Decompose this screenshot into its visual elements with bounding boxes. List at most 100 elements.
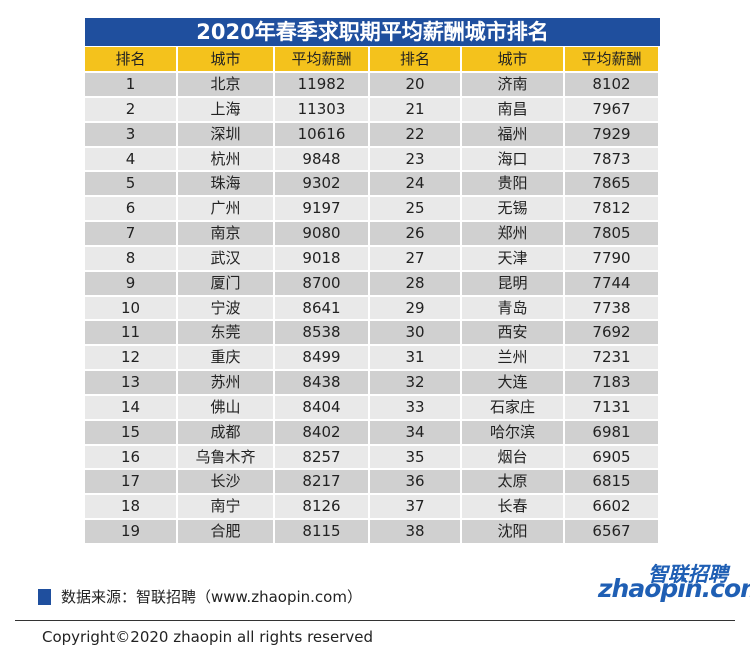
table-cell: 34 <box>370 420 462 446</box>
table-cell: 8438 <box>275 371 370 396</box>
table-cell: 西安 <box>462 321 565 347</box>
source-marker <box>38 589 51 605</box>
table-cell: 成都 <box>178 420 275 446</box>
table-cell: 4 <box>85 147 178 173</box>
table-cell: 7131 <box>565 395 660 421</box>
table-cell: 9080 <box>275 222 370 247</box>
table-cell: 38 <box>370 520 462 545</box>
table-cell: 长春 <box>462 495 565 521</box>
table-cell: 33 <box>370 395 462 421</box>
logo-en: zhaopin.com <box>598 574 750 603</box>
table-cell: 宁波 <box>178 296 275 322</box>
table-cell: 28 <box>370 271 462 297</box>
table-cell: 天津 <box>462 246 565 272</box>
table-cell: 32 <box>370 371 462 396</box>
table-cell: 7865 <box>565 172 660 198</box>
table-cell: 珠海 <box>178 172 275 198</box>
source: 数据来源：智联招聘（www.zhaopin.com） <box>61 588 362 606</box>
table-cell: 10 <box>85 296 178 322</box>
table-cell: 1 <box>85 73 178 98</box>
table-cell: 7812 <box>565 197 660 223</box>
table-cell: 27 <box>370 246 462 272</box>
logo-cn: 智联招聘 <box>648 562 728 586</box>
table-cell: 城市 <box>178 47 275 73</box>
table-cell: 合肥 <box>178 520 275 545</box>
table-cell: 5 <box>85 172 178 198</box>
table-cell: 7929 <box>565 122 660 148</box>
table-cell: 大连 <box>462 371 565 396</box>
table-cell: 21 <box>370 97 462 123</box>
table-cell: 排名 <box>85 47 178 73</box>
table-cell: 35 <box>370 445 462 471</box>
table-cell: 7183 <box>565 371 660 396</box>
table-cell: 8538 <box>275 321 370 347</box>
table-cell: 8102 <box>565 73 660 98</box>
table-cell: 烟台 <box>462 445 565 471</box>
table-cell: 石家庄 <box>462 395 565 421</box>
table-cell: 37 <box>370 495 462 521</box>
table-cell: 12 <box>85 346 178 372</box>
table-cell: 南宁 <box>178 495 275 521</box>
table-cell: 8402 <box>275 420 370 446</box>
table-cell: 6602 <box>565 495 660 521</box>
table-cell: 排名 <box>370 47 462 73</box>
table-cell: 3 <box>85 122 178 148</box>
table-cell: 6905 <box>565 445 660 471</box>
table-cell: 6567 <box>565 520 660 545</box>
table-cell: 22 <box>370 122 462 148</box>
table-cell: 8499 <box>275 346 370 372</box>
table-cell: 31 <box>370 346 462 372</box>
table-cell: 36 <box>370 470 462 496</box>
table-cell: 19 <box>85 520 178 545</box>
table-cell: 9 <box>85 271 178 297</box>
table-cell: 7967 <box>565 97 660 123</box>
table-cell: 24 <box>370 172 462 198</box>
table-cell: 南京 <box>178 222 275 247</box>
table-cell: 厦门 <box>178 271 275 297</box>
table-cell: 8217 <box>275 470 370 496</box>
table-cell: 平均薪酬 <box>565 47 660 73</box>
table-cell: 29 <box>370 296 462 322</box>
table-cell: 14 <box>85 395 178 421</box>
table-cell: 东莞 <box>178 321 275 347</box>
table-cell: 16 <box>85 445 178 471</box>
table-cell: 26 <box>370 222 462 247</box>
table-cell: 重庆 <box>178 346 275 372</box>
table-cell: 上海 <box>178 97 275 123</box>
table-cell: 8257 <box>275 445 370 471</box>
table-cell: 11303 <box>275 97 370 123</box>
table-cell: 长沙 <box>178 470 275 496</box>
table-cell: 平均薪酬 <box>275 47 370 73</box>
table-cell: 7744 <box>565 271 660 297</box>
table-cell: 7790 <box>565 246 660 272</box>
table-cell: 7231 <box>565 346 660 372</box>
table-cell: 7805 <box>565 222 660 247</box>
table-cell: 6 <box>85 197 178 223</box>
table-cell: 7873 <box>565 147 660 173</box>
table-cell: 北京 <box>178 73 275 98</box>
table-cell: 7738 <box>565 296 660 322</box>
table-cell: 13 <box>85 371 178 396</box>
copyright: Copyright©2020 zhaopin all rights reserv… <box>42 628 373 646</box>
table-cell: 贵阳 <box>462 172 565 198</box>
table-cell: 8700 <box>275 271 370 297</box>
table-cell: 海口 <box>462 147 565 173</box>
table-cell: 9197 <box>275 197 370 223</box>
table-cell: 哈尔滨 <box>462 420 565 446</box>
table-cell: 11982 <box>275 73 370 98</box>
table-cell: 8126 <box>275 495 370 521</box>
table-cell: 8641 <box>275 296 370 322</box>
table-cell: 兰州 <box>462 346 565 372</box>
table-cell: 30 <box>370 321 462 347</box>
table-cell: 9018 <box>275 246 370 272</box>
table-cell: 25 <box>370 197 462 223</box>
table-cell: 6981 <box>565 420 660 446</box>
table-cell: 无锡 <box>462 197 565 223</box>
table-cell: 武汉 <box>178 246 275 272</box>
table-cell: 济南 <box>462 73 565 98</box>
table-cell: 深圳 <box>178 122 275 148</box>
table-cell: 10616 <box>275 122 370 148</box>
table-cell: 郑州 <box>462 222 565 247</box>
table-cell: 南昌 <box>462 97 565 123</box>
